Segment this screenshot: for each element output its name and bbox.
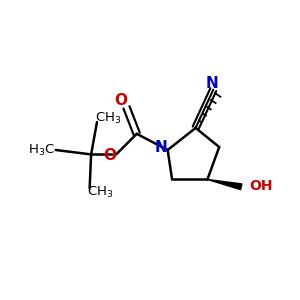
Text: OH: OH [250, 179, 273, 193]
Text: H$_3$C: H$_3$C [28, 142, 55, 158]
Text: O: O [103, 148, 116, 164]
Text: CH$_3$: CH$_3$ [95, 111, 122, 126]
Text: CH$_3$: CH$_3$ [87, 185, 113, 200]
Text: O: O [115, 93, 128, 108]
Text: N: N [206, 76, 218, 91]
Polygon shape [207, 179, 242, 190]
Text: N: N [155, 140, 168, 155]
